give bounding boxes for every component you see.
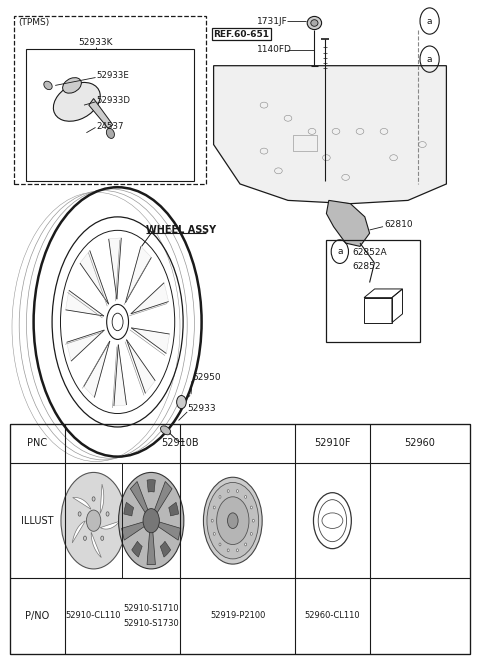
Text: 52919-P2100: 52919-P2100 — [210, 612, 265, 620]
Polygon shape — [326, 200, 370, 246]
Text: a: a — [337, 247, 343, 256]
Text: WHEEL ASSY: WHEEL ASSY — [146, 225, 216, 235]
Text: REF.60-651: REF.60-651 — [214, 30, 270, 39]
Text: 52960: 52960 — [405, 438, 435, 449]
Ellipse shape — [251, 532, 252, 535]
Polygon shape — [91, 532, 101, 558]
Text: 62852A: 62852A — [353, 248, 387, 258]
Ellipse shape — [245, 495, 247, 498]
Polygon shape — [147, 527, 156, 564]
Text: 52910F: 52910F — [314, 438, 351, 449]
Ellipse shape — [219, 495, 221, 498]
Ellipse shape — [207, 482, 259, 559]
Ellipse shape — [160, 426, 171, 435]
Ellipse shape — [237, 489, 239, 493]
Polygon shape — [132, 328, 169, 353]
Polygon shape — [125, 246, 151, 303]
Text: 52910-CL110: 52910-CL110 — [66, 612, 121, 620]
Text: a: a — [427, 16, 432, 26]
Text: 52933D: 52933D — [96, 96, 130, 105]
Text: (TPMS): (TPMS) — [18, 18, 49, 28]
Bar — [326, 240, 420, 342]
Text: 62810: 62810 — [384, 220, 413, 229]
Text: 62852: 62852 — [353, 261, 381, 271]
Polygon shape — [72, 521, 85, 543]
Ellipse shape — [251, 506, 252, 509]
Ellipse shape — [216, 497, 249, 545]
Polygon shape — [131, 283, 168, 314]
Text: 52910-S1730: 52910-S1730 — [123, 620, 179, 628]
Ellipse shape — [228, 513, 238, 528]
Polygon shape — [153, 482, 172, 516]
Text: 52933: 52933 — [187, 404, 216, 413]
Ellipse shape — [252, 519, 254, 522]
Text: P/NO: P/NO — [25, 611, 49, 621]
Polygon shape — [121, 521, 147, 540]
Polygon shape — [80, 250, 108, 304]
Bar — [293, 135, 317, 151]
Text: 24537: 24537 — [96, 122, 123, 131]
Ellipse shape — [219, 543, 221, 546]
Polygon shape — [108, 238, 121, 299]
Polygon shape — [214, 66, 446, 204]
Text: ILLUST: ILLUST — [21, 516, 53, 526]
Text: 52933E: 52933E — [96, 71, 129, 80]
Polygon shape — [100, 484, 104, 513]
Ellipse shape — [213, 506, 215, 509]
Ellipse shape — [107, 128, 114, 139]
Ellipse shape — [106, 512, 109, 516]
Ellipse shape — [143, 509, 159, 533]
Polygon shape — [66, 290, 104, 316]
Polygon shape — [67, 330, 104, 361]
Polygon shape — [84, 341, 110, 397]
Polygon shape — [132, 541, 142, 557]
Polygon shape — [89, 99, 113, 128]
Ellipse shape — [227, 489, 229, 493]
Polygon shape — [160, 541, 171, 557]
Ellipse shape — [86, 510, 101, 532]
Text: 52910B: 52910B — [161, 438, 199, 449]
Text: a: a — [427, 55, 432, 64]
Ellipse shape — [237, 549, 239, 552]
Ellipse shape — [78, 512, 81, 516]
Circle shape — [177, 396, 186, 409]
Ellipse shape — [62, 78, 82, 93]
Polygon shape — [131, 482, 150, 516]
Ellipse shape — [307, 16, 322, 30]
Polygon shape — [124, 503, 134, 516]
Polygon shape — [147, 480, 156, 492]
Polygon shape — [168, 503, 179, 516]
Ellipse shape — [213, 532, 215, 535]
Ellipse shape — [84, 536, 86, 541]
Polygon shape — [114, 345, 127, 406]
Ellipse shape — [311, 20, 318, 26]
Ellipse shape — [119, 472, 184, 569]
Text: 52960-CL110: 52960-CL110 — [305, 612, 360, 620]
Ellipse shape — [61, 472, 126, 569]
Ellipse shape — [101, 536, 104, 541]
Ellipse shape — [204, 477, 262, 564]
Text: 1731JF: 1731JF — [257, 16, 288, 26]
Bar — [364, 298, 392, 323]
Ellipse shape — [211, 519, 213, 522]
Polygon shape — [127, 340, 155, 394]
Bar — [26, 49, 194, 181]
Polygon shape — [72, 497, 91, 509]
Text: 52950: 52950 — [192, 373, 221, 382]
Bar — [10, 424, 470, 654]
Text: PNC: PNC — [27, 438, 47, 449]
Text: 52933K: 52933K — [79, 38, 113, 47]
Ellipse shape — [44, 81, 52, 89]
Text: 1140FD: 1140FD — [257, 45, 292, 55]
Ellipse shape — [245, 543, 247, 546]
Text: 52910-S1710: 52910-S1710 — [123, 604, 179, 612]
Ellipse shape — [53, 82, 100, 122]
Polygon shape — [155, 521, 181, 540]
Polygon shape — [100, 521, 120, 529]
Ellipse shape — [92, 497, 95, 501]
Ellipse shape — [227, 549, 229, 552]
